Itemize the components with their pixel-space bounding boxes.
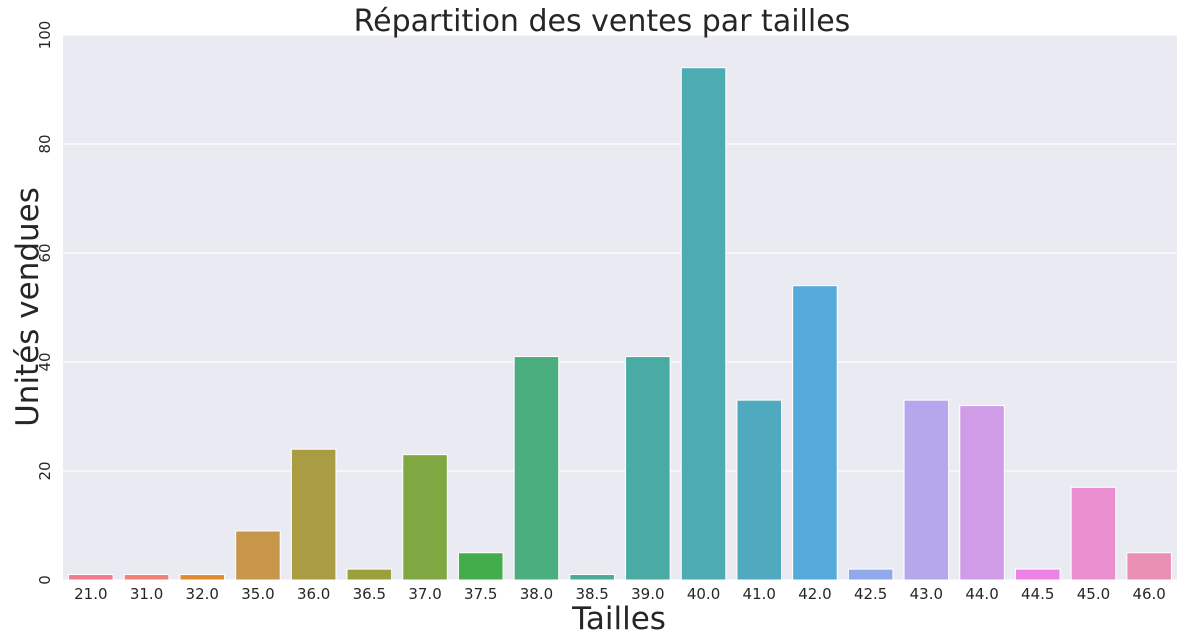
x-tick-label: 36.5 bbox=[353, 585, 386, 603]
y-tick-label: 0 bbox=[36, 575, 54, 585]
x-tick-label: 44.0 bbox=[965, 585, 998, 603]
y-tick-labels: 0 20 40 60 80 100 bbox=[36, 21, 54, 585]
x-tick-label: 42.5 bbox=[854, 585, 887, 603]
bar-36-0 bbox=[290, 448, 337, 581]
x-tick-labels: 21.0 31.0 32.0 35.0 36.0 36.5 37.0 37.5 38.0 38.5… bbox=[74, 585, 1166, 603]
bar-46-0 bbox=[1126, 552, 1172, 581]
bar-38-0 bbox=[513, 356, 560, 581]
x-tick-label: 46.0 bbox=[1132, 585, 1165, 603]
plot-area bbox=[63, 35, 1177, 580]
bar-45-0 bbox=[1070, 486, 1117, 581]
y-tick-label: 100 bbox=[36, 21, 54, 50]
x-tick-label: 32.0 bbox=[186, 585, 219, 603]
bar-41-0 bbox=[736, 399, 783, 581]
bar-35-0 bbox=[235, 530, 281, 581]
y-axis-label: Unités vendues bbox=[10, 187, 46, 427]
bar-21-0 bbox=[68, 574, 114, 581]
bar-36-5 bbox=[346, 568, 393, 581]
x-tick-label: 45.0 bbox=[1077, 585, 1110, 603]
bar-42-5 bbox=[847, 568, 894, 581]
x-tick-label: 36.0 bbox=[297, 585, 330, 603]
bar-40-0 bbox=[680, 67, 727, 581]
x-tick-label: 41.0 bbox=[743, 585, 776, 603]
bars bbox=[68, 67, 1172, 581]
x-tick-label: 39.0 bbox=[631, 585, 664, 603]
x-tick-label: 31.0 bbox=[130, 585, 163, 603]
bar-32-0 bbox=[179, 574, 226, 581]
x-tick-label: 44.5 bbox=[1021, 585, 1054, 603]
bar-43-0 bbox=[903, 399, 950, 581]
bar-31-0 bbox=[123, 574, 170, 581]
bar-37-0 bbox=[402, 454, 448, 581]
x-tick-label: 35.0 bbox=[241, 585, 274, 603]
x-tick-label: 43.0 bbox=[910, 585, 943, 603]
bar-37-5 bbox=[457, 552, 504, 581]
y-tick-label: 60 bbox=[36, 243, 54, 262]
x-tick-label: 42.0 bbox=[798, 585, 831, 603]
x-axis-label: Tailles bbox=[571, 601, 666, 637]
x-tick-label: 40.0 bbox=[687, 585, 720, 603]
bar-44-0 bbox=[959, 405, 1005, 581]
bar-38-5 bbox=[569, 574, 615, 581]
x-tick-label: 38.5 bbox=[575, 585, 608, 603]
y-tick-label: 40 bbox=[36, 352, 54, 371]
x-tick-label: 37.0 bbox=[408, 585, 441, 603]
y-tick-label: 20 bbox=[36, 461, 54, 480]
bar-44-5 bbox=[1014, 568, 1061, 581]
x-tick-label: 21.0 bbox=[74, 585, 107, 603]
chart-title: Répartition des ventes par tailles bbox=[354, 4, 851, 39]
bar-42-0 bbox=[792, 285, 838, 581]
x-tick-label: 37.5 bbox=[464, 585, 497, 603]
bar-39-0 bbox=[625, 356, 671, 581]
y-tick-label: 80 bbox=[36, 134, 54, 153]
x-tick-label: 38.0 bbox=[520, 585, 553, 603]
